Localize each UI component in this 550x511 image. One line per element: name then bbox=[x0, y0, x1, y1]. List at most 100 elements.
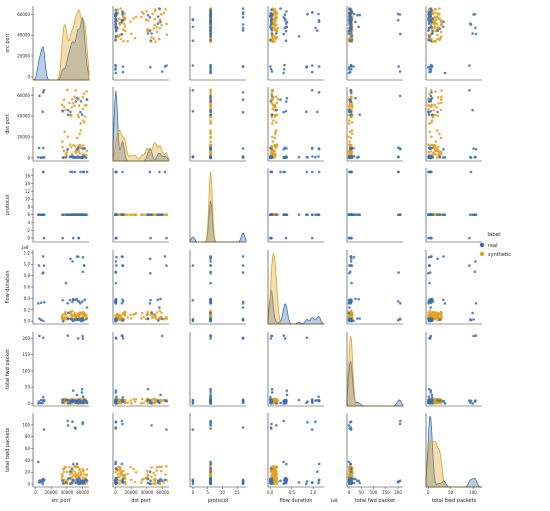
point-synthetic bbox=[79, 473, 83, 476]
point-synthetic bbox=[155, 30, 159, 34]
point-real bbox=[283, 63, 286, 67]
point-synthetic bbox=[123, 22, 126, 26]
y-tick-label: 16 bbox=[25, 173, 31, 178]
point-synthetic bbox=[270, 115, 274, 119]
point-real bbox=[209, 35, 212, 38]
point-synthetic bbox=[433, 25, 437, 28]
point-real bbox=[428, 264, 431, 267]
point-synthetic bbox=[73, 311, 76, 315]
point-real bbox=[297, 481, 301, 484]
panel-flow-duration-vs-total-fwd-packet bbox=[346, 250, 403, 325]
y-tick-label: 0 bbox=[27, 74, 30, 79]
point-real bbox=[350, 110, 353, 114]
point-synthetic bbox=[350, 143, 353, 147]
point-synthetic bbox=[271, 135, 274, 139]
point-synthetic bbox=[153, 23, 157, 27]
point-synthetic bbox=[209, 115, 212, 119]
point-real bbox=[41, 110, 44, 113]
point-real bbox=[347, 12, 351, 15]
point-real bbox=[354, 297, 357, 301]
point-synthetic bbox=[271, 89, 275, 92]
point-real bbox=[396, 480, 400, 484]
point-synthetic bbox=[271, 465, 275, 468]
point-real bbox=[398, 94, 402, 98]
point-real bbox=[41, 255, 45, 258]
x-tick-label: 0.5 bbox=[289, 490, 296, 495]
panel-src-port-vs-src-port: 0 20000 40000 60000 src port bbox=[5, 6, 90, 81]
point-real bbox=[114, 427, 118, 430]
point-real bbox=[397, 271, 400, 274]
point-real bbox=[358, 317, 362, 320]
point-real bbox=[317, 155, 320, 158]
point-synthetic bbox=[140, 402, 143, 405]
y-tick-label: 0 bbox=[27, 401, 30, 406]
point-real bbox=[148, 470, 152, 474]
point-real bbox=[75, 462, 79, 466]
point-synthetic bbox=[430, 27, 434, 31]
point-real bbox=[114, 319, 117, 322]
point-real bbox=[121, 264, 124, 267]
point-synthetic bbox=[140, 15, 143, 19]
x-axis-label: dst port bbox=[131, 498, 151, 504]
point-real bbox=[310, 147, 314, 150]
point-real bbox=[282, 71, 285, 75]
point-real bbox=[120, 302, 124, 305]
point-synthetic bbox=[155, 469, 158, 472]
point-synthetic bbox=[85, 467, 89, 471]
point-real bbox=[429, 147, 433, 150]
point-real bbox=[241, 91, 245, 94]
point-synthetic bbox=[348, 130, 352, 134]
point-real bbox=[160, 317, 164, 321]
y-tick-label: 14 bbox=[25, 181, 31, 186]
point-real bbox=[156, 15, 160, 18]
point-synthetic bbox=[436, 114, 440, 118]
point-real bbox=[275, 32, 278, 35]
point-synthetic bbox=[438, 132, 441, 136]
point-synthetic bbox=[349, 115, 353, 119]
kde-synthetic-total-fwd-packet bbox=[346, 335, 403, 407]
point-real bbox=[146, 477, 150, 480]
point-synthetic bbox=[63, 130, 66, 134]
panel-total-bwd-packets-vs-total-bwd-packets: 0 50 100 total bwd packets bbox=[425, 413, 482, 504]
point-synthetic bbox=[76, 313, 79, 317]
point-real bbox=[396, 213, 400, 216]
point-real bbox=[314, 420, 317, 424]
point-real bbox=[241, 255, 245, 258]
point-real bbox=[79, 110, 82, 114]
point-real bbox=[285, 96, 289, 100]
point-synthetic bbox=[69, 145, 73, 149]
point-real bbox=[159, 297, 162, 301]
point-synthetic bbox=[160, 399, 163, 403]
point-synthetic bbox=[270, 122, 274, 125]
point-real bbox=[468, 264, 471, 267]
point-synthetic bbox=[165, 22, 168, 26]
point-synthetic bbox=[434, 113, 437, 117]
point-real bbox=[61, 110, 64, 113]
point-real bbox=[72, 156, 75, 159]
point-synthetic bbox=[83, 313, 87, 316]
point-real bbox=[468, 22, 472, 25]
point-real bbox=[431, 401, 434, 405]
point-synthetic bbox=[119, 7, 122, 10]
point-real bbox=[121, 479, 124, 482]
point-synthetic bbox=[132, 17, 135, 20]
point-synthetic bbox=[433, 314, 437, 317]
point-synthetic bbox=[153, 17, 157, 21]
point-real bbox=[121, 65, 125, 68]
point-real bbox=[398, 70, 402, 73]
point-real bbox=[428, 156, 432, 159]
point-real bbox=[66, 302, 69, 305]
point-real bbox=[427, 38, 431, 42]
point-synthetic bbox=[433, 21, 437, 24]
point-synthetic bbox=[164, 473, 167, 476]
point-real bbox=[209, 319, 212, 322]
point-real bbox=[285, 479, 288, 482]
point-synthetic bbox=[165, 315, 168, 319]
point-real bbox=[305, 401, 308, 405]
point-real bbox=[61, 236, 64, 240]
point-real bbox=[471, 108, 474, 112]
panel-flow-duration-vs-total-bwd-packets bbox=[425, 250, 482, 325]
point-real bbox=[121, 298, 124, 302]
point-real bbox=[270, 477, 274, 480]
point-real bbox=[165, 236, 168, 240]
